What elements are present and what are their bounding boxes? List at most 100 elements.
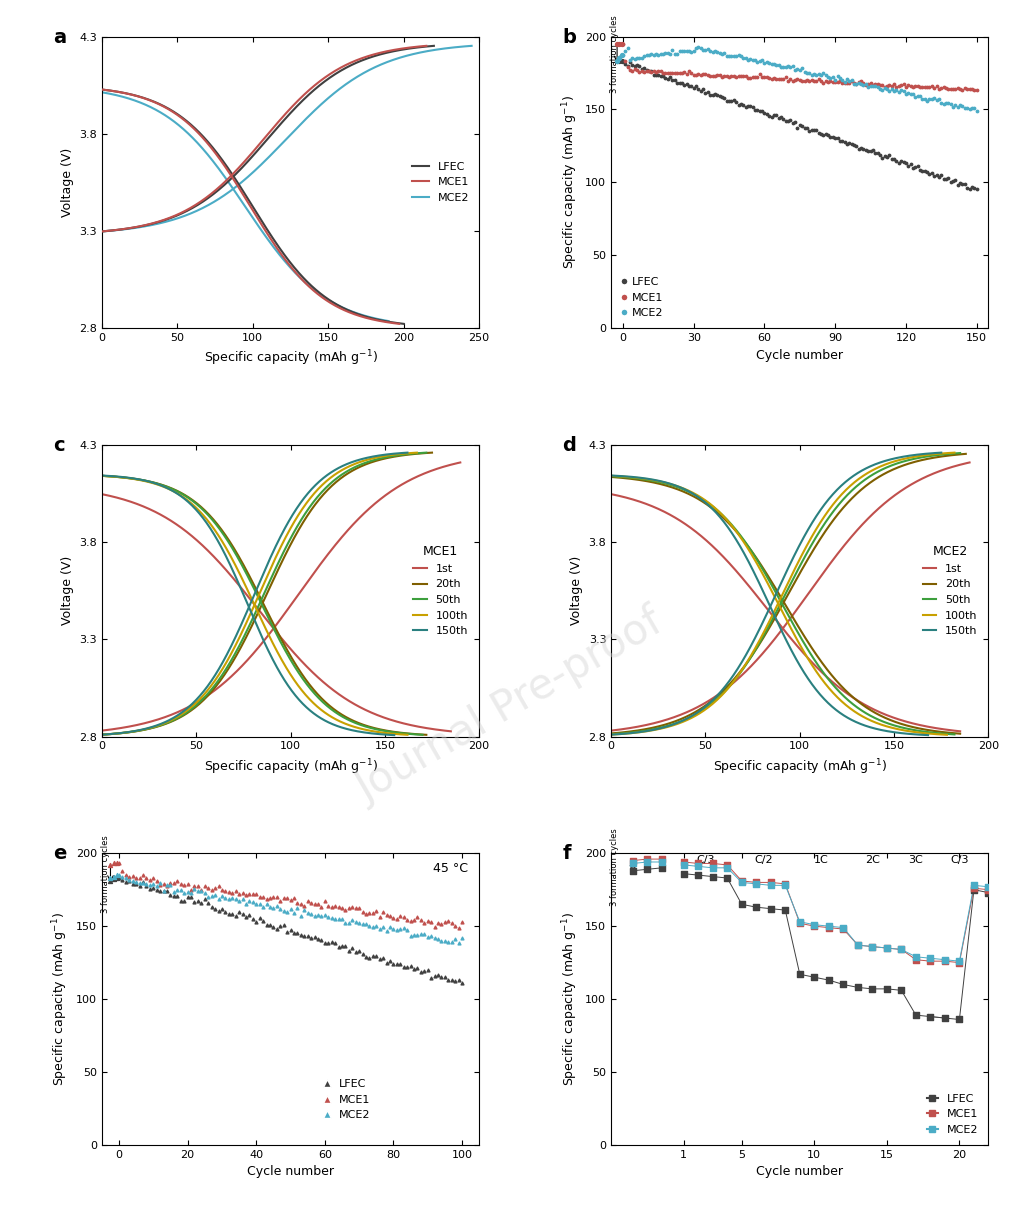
- Point: [643, 62, 659, 82]
- Point: [794, 72, 810, 91]
- Point: [765, 55, 782, 74]
- Point: [372, 950, 388, 970]
- Point: [613, 51, 630, 71]
- Point: [224, 904, 240, 923]
- Point: [337, 937, 354, 956]
- Point: [317, 892, 333, 911]
- Point: [320, 896, 336, 916]
- Point: [869, 74, 886, 94]
- Point: [738, 97, 754, 117]
- Point: [919, 162, 935, 181]
- Point: [820, 72, 837, 91]
- Point: [118, 868, 135, 888]
- Point: [128, 875, 145, 894]
- Point: [749, 52, 765, 72]
- Point: [248, 894, 264, 914]
- Point: [450, 918, 467, 938]
- Point: [410, 926, 426, 945]
- Point: [672, 41, 688, 61]
- Point: [197, 889, 213, 909]
- Point: [891, 76, 907, 95]
- Point: [785, 113, 801, 133]
- Point: [292, 906, 309, 926]
- Point: [351, 914, 367, 933]
- Point: [423, 927, 439, 946]
- Point: [858, 76, 874, 95]
- Point: [269, 920, 285, 939]
- Point: [905, 158, 921, 178]
- Point: [894, 980, 910, 1000]
- Point: [914, 161, 930, 180]
- Point: [768, 55, 785, 74]
- Point: [135, 872, 151, 892]
- Point: [883, 150, 900, 169]
- Point: [152, 873, 168, 893]
- Point: [709, 41, 726, 61]
- Point: [221, 889, 237, 909]
- Point: [641, 61, 657, 80]
- Point: [334, 937, 351, 956]
- Point: [745, 67, 761, 86]
- Point: [416, 914, 432, 933]
- Point: [693, 82, 709, 101]
- X-axis label: Cycle number: Cycle number: [756, 348, 844, 362]
- Point: [351, 899, 367, 918]
- Point: [839, 73, 855, 93]
- Point: [964, 178, 980, 197]
- Point: [655, 44, 672, 63]
- Point: [433, 967, 449, 987]
- Point: [827, 69, 844, 89]
- Point: [952, 174, 968, 194]
- Point: [440, 971, 457, 990]
- Point: [719, 855, 736, 875]
- Point: [928, 91, 945, 111]
- Point: [762, 876, 779, 895]
- Point: [747, 50, 763, 69]
- Point: [231, 892, 248, 911]
- Point: [650, 62, 666, 82]
- Point: [114, 861, 130, 881]
- Point: [783, 57, 799, 77]
- Point: [135, 865, 151, 884]
- Point: [609, 51, 626, 71]
- X-axis label: Specific capacity (mAh g$^{-1}$): Specific capacity (mAh g$^{-1}$): [713, 756, 887, 777]
- Point: [420, 912, 436, 932]
- Point: [995, 884, 1011, 904]
- Point: [128, 868, 145, 888]
- Point: [726, 90, 742, 110]
- Point: [303, 893, 319, 912]
- Point: [609, 51, 626, 71]
- Point: [780, 71, 796, 90]
- Point: [227, 882, 244, 901]
- Point: [745, 97, 761, 117]
- Point: [820, 125, 837, 145]
- Point: [657, 44, 674, 63]
- Point: [224, 884, 240, 904]
- Point: [683, 63, 699, 83]
- Point: [169, 887, 185, 906]
- Point: [756, 52, 772, 72]
- Point: [618, 41, 634, 61]
- Point: [709, 65, 726, 84]
- Point: [765, 68, 782, 88]
- Point: [837, 73, 853, 93]
- Point: [734, 872, 750, 892]
- Point: [768, 69, 785, 89]
- Point: [672, 63, 688, 83]
- Point: [194, 882, 210, 901]
- Point: [279, 922, 296, 942]
- Point: [850, 978, 866, 998]
- Point: [169, 879, 185, 899]
- Point: [728, 46, 744, 66]
- X-axis label: Cycle number: Cycle number: [756, 1166, 844, 1178]
- Point: [636, 46, 652, 66]
- Point: [307, 894, 323, 914]
- Point: [872, 145, 889, 164]
- Point: [162, 873, 178, 893]
- Point: [323, 907, 339, 927]
- Point: [121, 867, 138, 887]
- Point: [242, 892, 258, 911]
- Point: [139, 868, 155, 888]
- Point: [980, 877, 997, 896]
- Point: [313, 931, 329, 950]
